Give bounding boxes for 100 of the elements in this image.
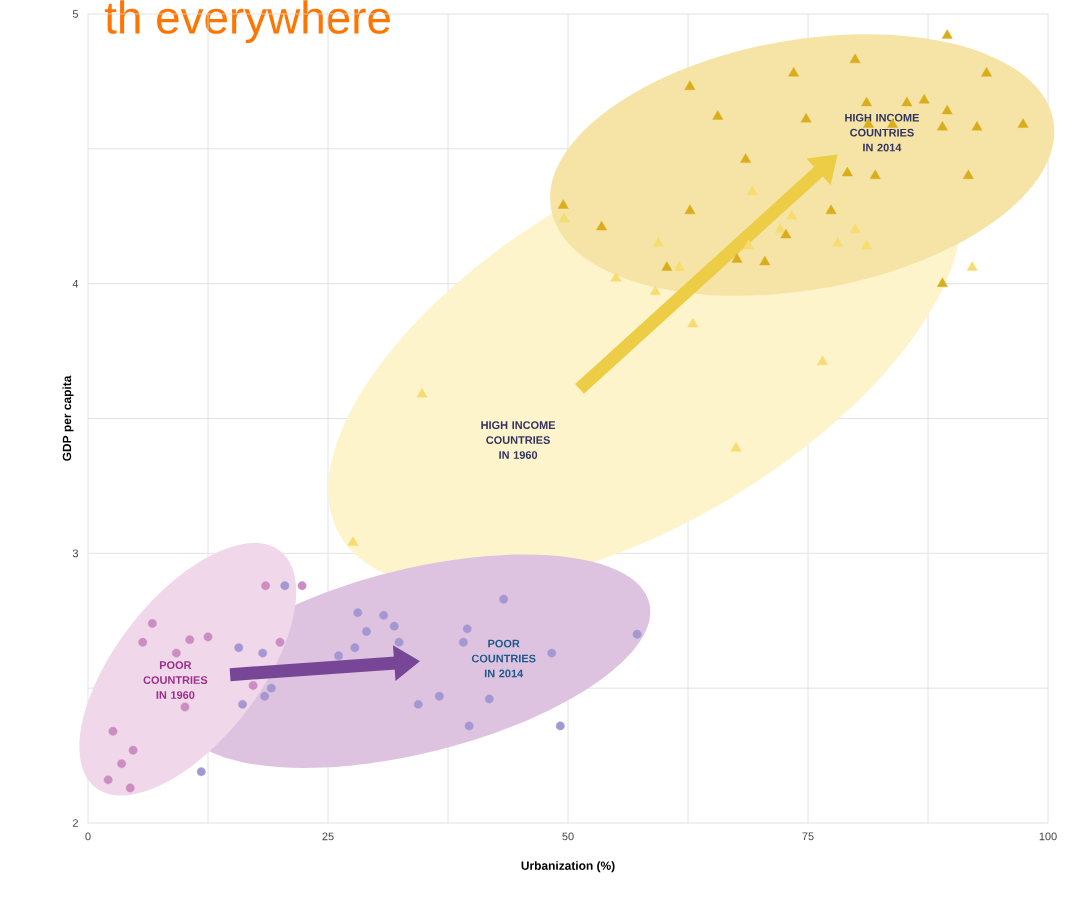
point [774, 223, 786, 233]
point [555, 721, 565, 731]
point [147, 619, 157, 628]
annotation: POOR COUNTRIES IN 2014 [471, 639, 536, 678]
point [103, 775, 113, 785]
point [128, 745, 138, 755]
point [297, 581, 307, 591]
point [108, 726, 118, 736]
point [941, 104, 953, 115]
x-axis-title: Urbanization (%) [521, 861, 615, 873]
point [740, 153, 751, 163]
y-tick-label: 3 [72, 549, 78, 558]
chart-title: th everywhere [104, 0, 390, 43]
point [260, 691, 270, 701]
point [786, 210, 798, 220]
annotation: POOR COUNTRIES IN 1960 [143, 661, 208, 699]
point [389, 621, 399, 631]
point [547, 648, 557, 658]
point [484, 694, 494, 704]
point [849, 53, 861, 64]
point [971, 121, 983, 131]
x-tick-label: 75 [802, 832, 814, 841]
point [937, 277, 948, 287]
annotation: HIGH INCOME COUNTRIES IN 1960 [481, 421, 556, 459]
point [462, 624, 472, 634]
point [730, 441, 742, 452]
point [788, 67, 799, 77]
annotation: HIGH INCOME COUNTRIES IN 2014 [845, 113, 919, 152]
point [861, 96, 872, 107]
point [258, 648, 268, 658]
point [817, 355, 828, 366]
point [981, 67, 992, 77]
point [610, 272, 622, 282]
point [825, 204, 837, 215]
point [280, 581, 290, 591]
point [117, 759, 126, 769]
point [416, 388, 428, 398]
point [800, 112, 812, 123]
x-tick-label: 0 [85, 832, 91, 841]
y-tick-label: 2 [72, 819, 78, 827]
point [918, 94, 930, 104]
point [248, 681, 258, 690]
point [234, 643, 244, 653]
point [861, 239, 872, 250]
x-tick-label: 50 [562, 832, 574, 841]
point [171, 648, 181, 658]
point [731, 253, 743, 263]
point [196, 767, 206, 777]
point [138, 637, 148, 647]
point [1017, 118, 1029, 128]
point [180, 702, 190, 712]
point [901, 96, 913, 107]
point [673, 261, 685, 271]
x-tick-label: 25 [322, 832, 334, 841]
point [261, 581, 270, 591]
point [684, 204, 696, 215]
y-tick-label: 5 [72, 10, 79, 18]
point [780, 228, 792, 239]
point [203, 632, 213, 642]
point [632, 629, 642, 639]
point [353, 608, 363, 618]
point [266, 683, 276, 693]
point [849, 223, 861, 233]
y-axis-title: GDP per capita [62, 375, 74, 461]
point [841, 166, 853, 177]
point [558, 212, 570, 223]
x-tick-label: 100 [1039, 832, 1057, 841]
point [464, 721, 474, 731]
point [379, 610, 389, 620]
point [499, 594, 509, 604]
point [962, 169, 974, 179]
point [941, 29, 953, 39]
point [712, 110, 724, 120]
point [394, 637, 404, 647]
point [937, 121, 948, 131]
point [238, 699, 247, 709]
point [743, 239, 754, 250]
point [185, 635, 195, 645]
point [557, 199, 569, 209]
point [413, 699, 423, 709]
point [350, 643, 360, 653]
point [334, 651, 343, 661]
point [966, 261, 978, 271]
point [684, 80, 696, 90]
point [832, 237, 844, 247]
point [434, 691, 444, 701]
point [347, 536, 359, 546]
point [869, 169, 881, 179]
point [458, 637, 468, 647]
point [125, 783, 135, 793]
point [275, 637, 285, 647]
point [596, 220, 607, 231]
point [687, 317, 699, 328]
y-tick-label: 4 [72, 279, 79, 288]
point [362, 627, 371, 636]
point [746, 185, 758, 196]
point [652, 237, 664, 247]
point [759, 255, 771, 266]
point [649, 285, 661, 295]
point [661, 261, 673, 271]
